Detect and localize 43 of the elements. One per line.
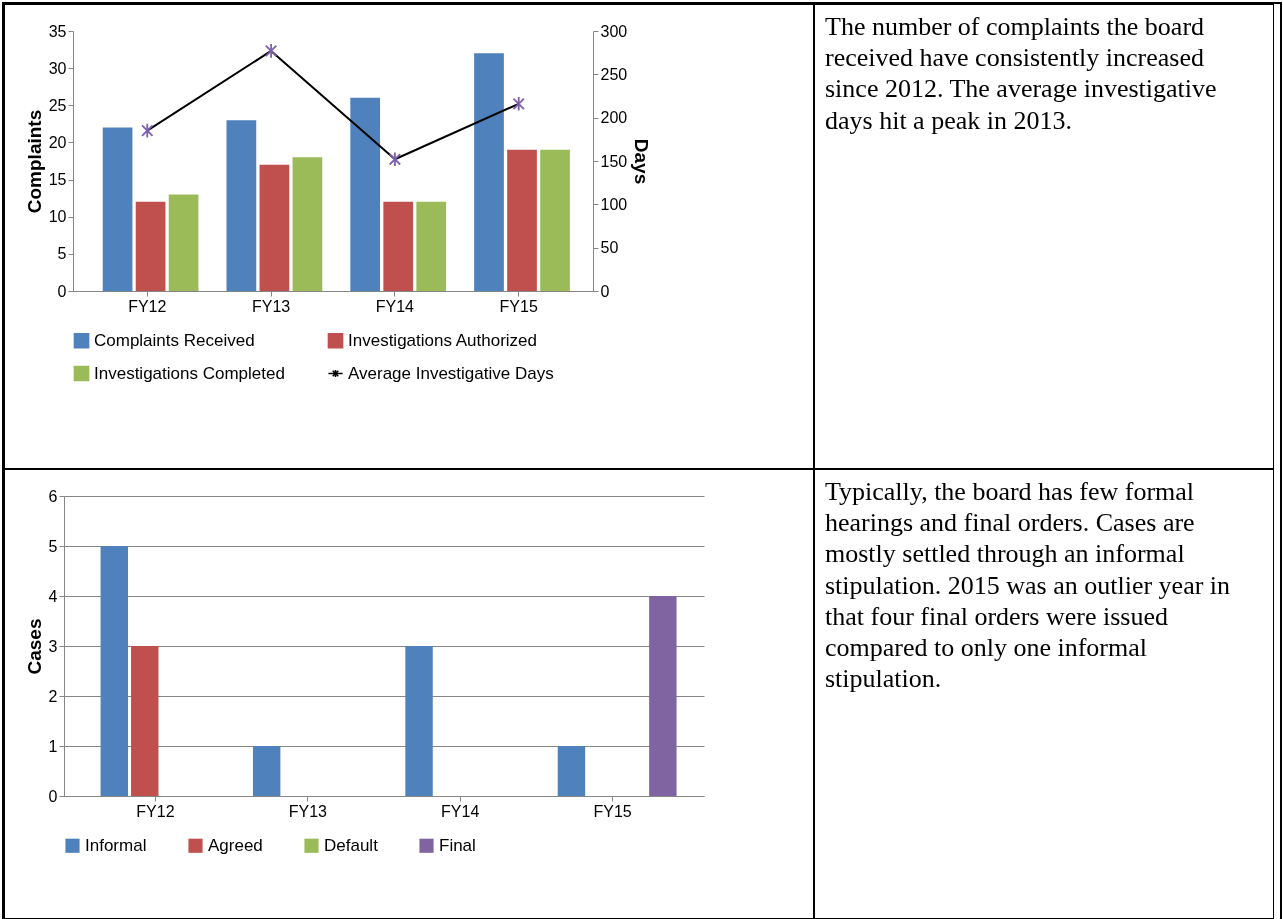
y-tick-label: 35: [48, 22, 67, 40]
legend-label: Default: [324, 835, 379, 855]
x-tick-label: FY13: [251, 297, 291, 315]
y2-tick-label: 150: [600, 152, 628, 170]
text: The number of complaints the board received have consistently increased since 2012. The average investigative days hit a peak in 2013.: [825, 11, 1218, 136]
y-tick-label: 4: [48, 587, 58, 605]
y2-tick-label: 0: [600, 282, 610, 300]
text: Typically, the board has few formal hearings and final orders. Cases are mostly settled through an informal stipulation. 2015 was an outlier year in that four final orders were issued compared to only one informal stipulation.: [825, 476, 1232, 695]
y-tick-label: 5: [48, 537, 58, 555]
legend-label: Average Investigative Days: [348, 363, 554, 383]
y-tick-label: 20: [48, 133, 67, 151]
y-tick-label: 10: [48, 208, 67, 226]
y-tick-label: 1: [48, 737, 58, 755]
y-tick-label: 30: [48, 59, 67, 77]
x-tick-label: FY12: [128, 297, 167, 315]
y-axis-title: Cases: [23, 618, 45, 675]
x-tick-label: FY14: [441, 802, 480, 820]
y-tick-label: 3: [48, 637, 58, 655]
y-tick-label: 6: [48, 487, 58, 505]
x-tick-label: FY15: [499, 297, 538, 315]
y2-tick-label: 250: [600, 65, 628, 83]
x-tick-label: FY14: [375, 297, 415, 315]
y-tick-label: 15: [48, 171, 67, 189]
legend-label: Investigations Completed: [94, 363, 285, 383]
y2-tick-label: 200: [600, 109, 628, 127]
y-axis-title: Complaints: [23, 109, 45, 214]
y2-tick-label: 50: [600, 239, 619, 257]
y-tick-label: 0: [48, 787, 58, 805]
y2-tick-label: 300: [600, 22, 628, 40]
legend-label: Informal: [85, 835, 147, 855]
legend-label: Final: [439, 835, 476, 855]
legend-label: Agreed: [208, 835, 263, 855]
legend-label: Complaints Received: [94, 330, 255, 350]
legend-label: Investigations Authorized: [348, 330, 538, 350]
y2-axis-title: Days: [631, 138, 653, 185]
x-tick-label: FY12: [136, 802, 175, 820]
y-tick-label: 5: [57, 245, 67, 263]
y2-tick-label: 100: [600, 195, 628, 213]
y-tick-label: 2: [48, 687, 58, 705]
x-tick-label: FY13: [288, 802, 328, 820]
y-tick-label: 0: [57, 282, 67, 300]
y-tick-label: 25: [48, 96, 67, 114]
x-tick-label: FY15: [593, 802, 632, 820]
